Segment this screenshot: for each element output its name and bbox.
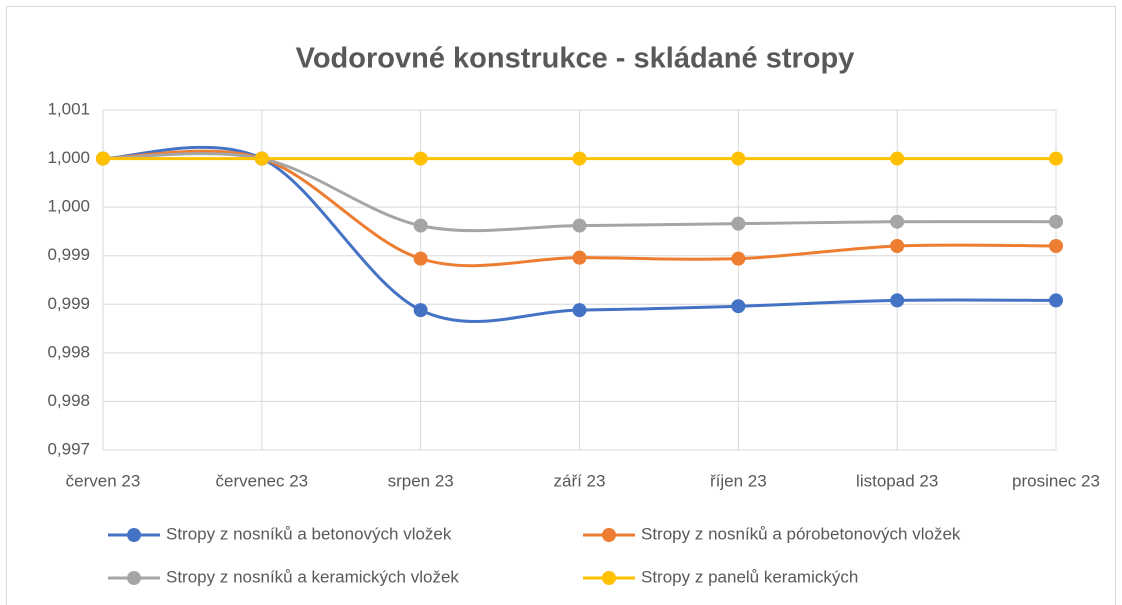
series-marker <box>890 293 905 308</box>
y-tick-label: 0,997 <box>47 439 90 458</box>
series-marker <box>413 251 428 266</box>
legend-marker <box>602 528 616 542</box>
legend-marker <box>602 571 616 585</box>
legend-label: Stropy z nosníků a betonových vložek <box>166 524 452 543</box>
y-tick-label: 1,000 <box>47 148 90 167</box>
series-marker <box>1049 151 1063 166</box>
x-tick-label: prosinec 23 <box>1012 471 1100 490</box>
series-marker <box>731 151 746 166</box>
series-marker <box>890 151 905 166</box>
legend-marker <box>127 528 141 542</box>
series-marker <box>890 239 905 253</box>
series-marker <box>731 251 746 266</box>
y-tick-label: 0,998 <box>47 342 90 361</box>
series-marker <box>731 299 746 314</box>
series-marker <box>731 216 746 231</box>
y-tick-label: 1,001 <box>47 99 90 118</box>
legend-label: Stropy z nosníků a keramických vložek <box>166 567 459 586</box>
y-tick-label: 1,000 <box>47 197 90 216</box>
series-marker <box>572 303 587 318</box>
chart-border <box>6 6 1116 605</box>
x-tick-label: červen 23 <box>66 471 141 490</box>
x-tick-label: listopad 23 <box>856 471 938 490</box>
series-marker <box>890 214 905 229</box>
x-tick-label: září 23 <box>554 471 606 490</box>
legend-label: Stropy z panelů keramických <box>641 567 858 586</box>
y-tick-label: 0,998 <box>47 391 90 410</box>
series-marker <box>1049 214 1063 229</box>
legend-marker <box>127 571 141 585</box>
series-marker <box>413 218 428 233</box>
series-marker <box>96 151 110 166</box>
y-tick-label: 0,999 <box>47 245 90 264</box>
series-marker <box>254 151 269 166</box>
x-tick-label: červenec 23 <box>216 471 309 490</box>
legend-label: Stropy z nosníků a pórobetonových vložek <box>641 524 961 543</box>
x-tick-label: srpen 23 <box>388 471 454 490</box>
series-marker <box>1049 293 1063 308</box>
series-marker <box>413 151 428 166</box>
x-tick-label: říjen 23 <box>710 471 767 490</box>
series-marker <box>413 303 428 318</box>
series-marker <box>572 250 587 265</box>
chart-title: Vodorovné konstrukce - skládané stropy <box>296 43 855 75</box>
y-tick-label: 0,999 <box>47 294 90 313</box>
series-marker <box>572 218 587 233</box>
series-marker <box>1049 239 1063 253</box>
series-marker <box>572 151 587 166</box>
